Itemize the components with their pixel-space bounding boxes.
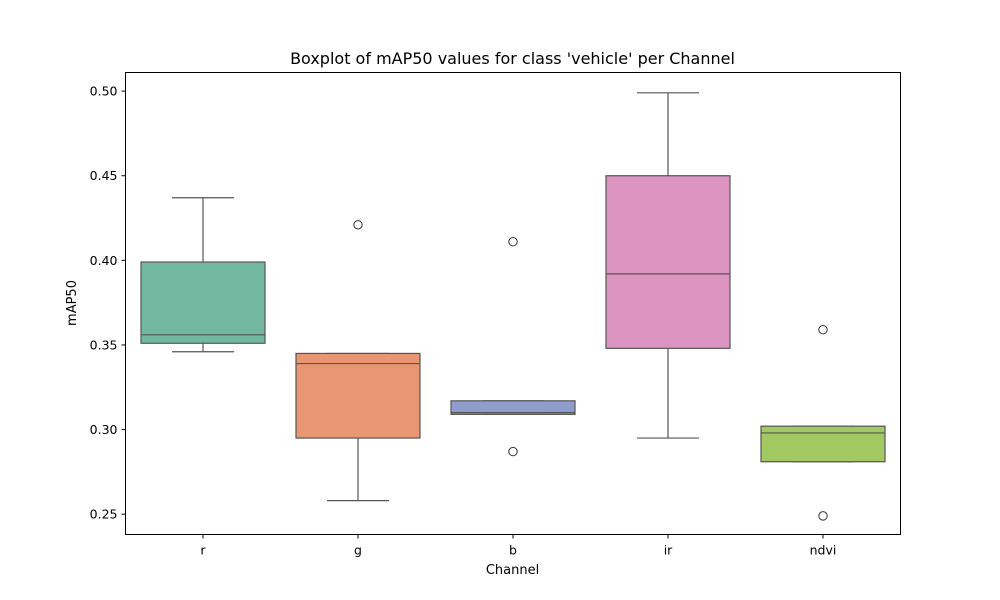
outlier-point <box>508 237 518 247</box>
boxes-layer <box>140 92 886 521</box>
x-tick-label: r <box>200 543 206 558</box>
outlier-point <box>818 325 828 335</box>
outlier-point <box>818 511 828 521</box>
y-tick-label: 0.35 <box>90 337 118 352</box>
x-tick-label: ndvi <box>810 543 837 558</box>
chart-title: Boxplot of mAP50 values for class 'vehic… <box>290 49 735 68</box>
x-axis: r g b ir ndvi <box>200 534 837 558</box>
y-tick-label: 0.30 <box>90 422 118 437</box>
y-tick-label: 0.45 <box>90 168 118 183</box>
box-iqr <box>450 400 576 415</box>
x-tick-label: ir <box>664 543 673 558</box>
box-iqr <box>760 425 886 463</box>
outlier-point <box>508 446 518 457</box>
y-axis: 0.25 0.30 0.35 0.40 0.45 0.50 <box>90 84 126 522</box>
box-group-g <box>295 220 421 502</box>
box-iqr <box>295 352 421 439</box>
y-axis-label: mAP50 <box>65 280 80 326</box>
box-group-ir <box>605 92 731 439</box>
outlier-point <box>353 220 363 230</box>
y-tick-label: 0.50 <box>90 84 118 99</box>
x-axis-label: Channel <box>486 563 539 578</box>
box-iqr <box>140 261 266 344</box>
box-iqr <box>605 175 731 349</box>
x-tick-label: b <box>509 543 517 558</box>
box-group-r <box>140 197 266 353</box>
y-tick-label: 0.40 <box>90 253 118 268</box>
y-tick-label: 0.25 <box>90 507 118 522</box>
box-group-b <box>450 237 576 457</box>
box-group-ndvi <box>760 325 886 521</box>
x-tick-label: g <box>354 543 362 558</box>
